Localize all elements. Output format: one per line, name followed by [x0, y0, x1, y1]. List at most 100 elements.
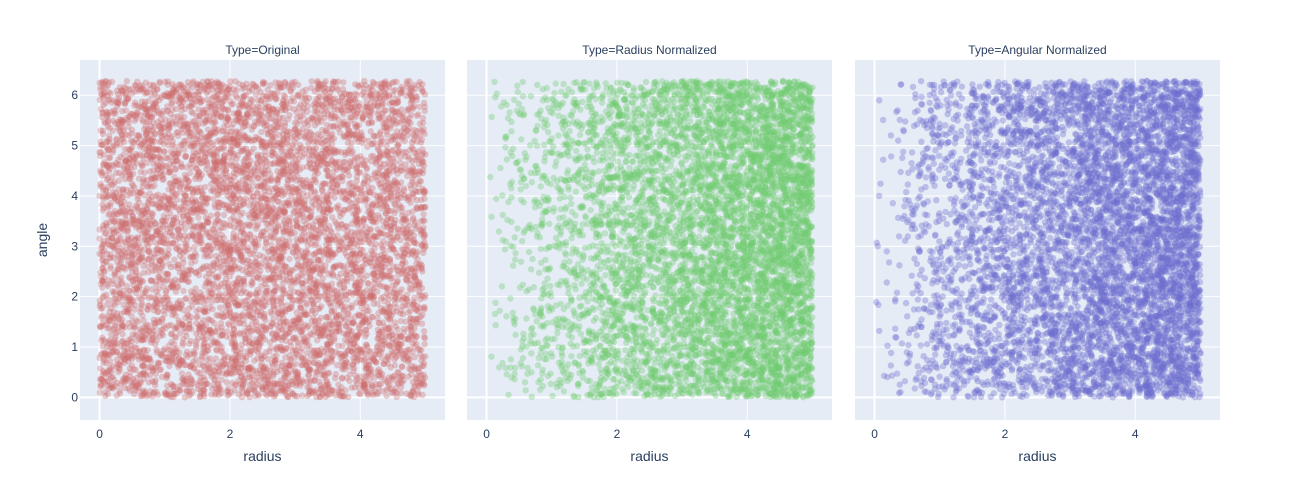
scatter-point: [96, 226, 102, 232]
scatter-point: [173, 334, 179, 340]
scatter-point: [141, 170, 147, 176]
scatter-point: [230, 200, 236, 206]
scatter-point: [142, 290, 148, 296]
scatter-point: [214, 339, 220, 345]
scatter-point: [243, 269, 249, 275]
scatter-point: [142, 229, 148, 235]
scatter-point: [201, 301, 207, 307]
scatter-point: [132, 82, 138, 88]
scatter-point: [115, 315, 121, 321]
scatter-point: [331, 147, 337, 153]
scatter-point: [153, 281, 159, 287]
scatter-point: [267, 339, 273, 345]
scatter-point: [137, 326, 143, 332]
scatter-point: [397, 374, 403, 380]
scatter-point: [137, 189, 143, 195]
scatter-point: [159, 374, 165, 380]
scatter-point: [200, 317, 206, 323]
scatter-point: [373, 359, 379, 365]
scatter-point: [203, 157, 209, 163]
scatter-point: [208, 187, 214, 193]
scatter-point: [281, 242, 287, 248]
scatter-point: [417, 121, 423, 127]
scatter-point: [266, 262, 272, 268]
scatter-point: [258, 138, 264, 144]
scatter-point: [335, 78, 341, 84]
scatter-point: [116, 267, 122, 273]
scatter-point: [131, 387, 137, 393]
scatter-point: [127, 173, 133, 179]
scatter-point: [164, 271, 170, 277]
scatter-point: [370, 133, 376, 139]
scatter-point: [184, 311, 190, 317]
scatter-point: [315, 227, 321, 233]
scatter-point: [234, 95, 240, 101]
scatter-point: [262, 105, 268, 111]
scatter-point: [261, 377, 267, 383]
scatter-point: [96, 235, 102, 241]
scatter-point: [303, 300, 309, 306]
scatter-point: [101, 293, 107, 299]
scatter-point: [340, 263, 346, 269]
scatter-point: [385, 361, 391, 367]
scatter-point: [231, 340, 237, 346]
scatter-point: [411, 299, 417, 305]
scatter-point: [301, 337, 307, 343]
scatter-point: [420, 211, 426, 217]
scatter-point: [375, 147, 381, 153]
scatter-point: [174, 325, 180, 331]
scatter-point: [287, 174, 293, 180]
scatter-point: [385, 241, 391, 247]
scatter-point: [180, 336, 186, 342]
scatter-point: [295, 289, 301, 295]
scatter-point: [255, 183, 261, 189]
scatter-point: [332, 375, 338, 381]
scatter-point: [193, 356, 199, 362]
scatter-point: [257, 252, 263, 258]
scatter-point: [375, 111, 381, 117]
scatter-point: [114, 357, 120, 363]
scatter-point: [402, 161, 408, 167]
scatter-point: [344, 245, 350, 251]
scatter-point: [404, 132, 410, 138]
scatter-point: [121, 166, 127, 172]
scatter-point: [166, 322, 172, 328]
scatter-point: [334, 362, 340, 368]
scatter-point: [148, 337, 154, 343]
scatter-point: [131, 379, 137, 385]
scatter-point: [166, 121, 172, 127]
scatter-point: [227, 223, 233, 229]
scatter-point: [142, 215, 148, 221]
scatter-point: [422, 353, 428, 359]
scatter-point: [107, 365, 113, 371]
scatter-point: [217, 305, 223, 311]
scatter-point: [237, 196, 243, 202]
scatter-point: [212, 119, 218, 125]
scatter-point: [213, 355, 219, 361]
scatter-point: [405, 309, 411, 315]
scatter-point: [145, 243, 151, 249]
scatter-point: [199, 356, 205, 362]
scatter-point: [136, 295, 142, 301]
scatter-point: [155, 292, 161, 298]
scatter-point: [287, 339, 293, 345]
scatter-point: [364, 144, 370, 150]
scatter-point: [365, 280, 371, 286]
scatter-point: [329, 214, 335, 220]
scatter-point: [388, 343, 394, 349]
scatter-point: [362, 356, 368, 362]
scatter-point: [404, 173, 410, 179]
scatter-point: [131, 323, 137, 329]
scatter-point: [194, 308, 200, 314]
scatter-point: [169, 81, 175, 87]
scatter-point: [286, 256, 292, 262]
scatter-point: [182, 153, 188, 159]
scatter-point: [99, 313, 105, 319]
scatter-point: [369, 205, 375, 211]
scatter-point: [254, 190, 260, 196]
scatter-point: [107, 265, 113, 271]
scatter-point: [177, 248, 183, 254]
scatter-point: [325, 257, 331, 263]
